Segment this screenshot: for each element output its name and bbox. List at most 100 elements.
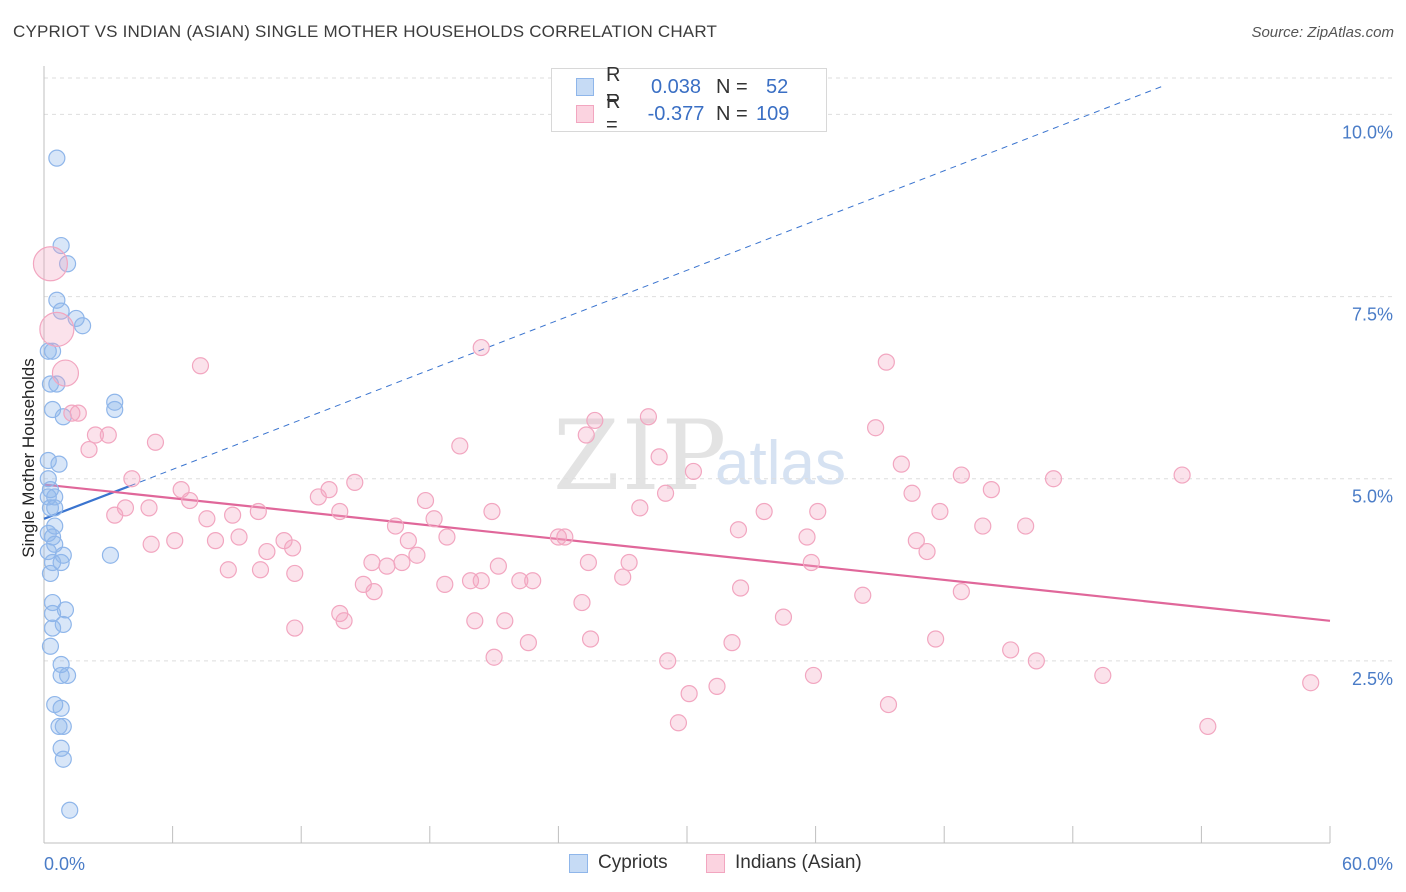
- point-indians: [573, 593, 591, 612]
- point-indians: [365, 583, 383, 601]
- point-indians: [286, 564, 304, 583]
- point-indians: [363, 553, 381, 572]
- point-indians: [32, 246, 69, 282]
- point-indians: [1002, 641, 1020, 659]
- x-tick-label-max: 60.0%: [1342, 854, 1393, 874]
- point-indians: [181, 491, 199, 510]
- point-cypriots: [54, 717, 72, 736]
- point-indians: [451, 437, 469, 455]
- point-indians: [579, 553, 598, 572]
- point-indians: [1199, 717, 1217, 736]
- point-cypriots: [48, 149, 66, 167]
- point-indians: [614, 568, 632, 586]
- point-indians: [659, 652, 677, 670]
- point-indians: [631, 499, 649, 517]
- point-indians: [436, 575, 454, 593]
- point-cypriots: [43, 342, 62, 360]
- point-indians: [416, 491, 435, 510]
- point-cypriots: [41, 499, 60, 517]
- point-cypriots: [61, 801, 79, 819]
- point-indians: [472, 338, 490, 357]
- point-cypriots: [52, 699, 70, 717]
- point-cypriots: [46, 499, 64, 517]
- point-indians: [519, 634, 537, 652]
- point-cypriots: [50, 455, 68, 473]
- legend-r-label: R =: [606, 91, 621, 136]
- legend-r-label: R =: [606, 64, 621, 109]
- point-indians: [524, 572, 542, 590]
- point-indians: [230, 528, 248, 546]
- point-indians: [284, 539, 302, 557]
- point-cypriots: [58, 666, 77, 685]
- legend-n-value: 109: [756, 102, 790, 125]
- point-indians: [656, 484, 675, 502]
- point-indians: [166, 532, 184, 550]
- point-indians: [386, 517, 405, 535]
- point-indians: [879, 695, 898, 714]
- y-tick-label: 5.0%: [1352, 487, 1393, 507]
- point-indians: [483, 502, 501, 521]
- data-points: [32, 149, 1320, 819]
- point-cypriots: [39, 488, 57, 506]
- point-cypriots: [52, 666, 70, 685]
- point-indians: [80, 440, 98, 459]
- chart-title: CYPRIOT VS INDIAN (ASIAN) SINGLE MOTHER …: [13, 22, 718, 41]
- watermark-zip: ZIP: [553, 400, 729, 512]
- point-indians: [802, 553, 820, 572]
- point-indians: [331, 502, 349, 521]
- point-indians: [63, 404, 81, 422]
- point-indians: [708, 677, 726, 695]
- point-indians: [140, 499, 158, 517]
- point-indians: [804, 666, 823, 685]
- point-indians: [577, 426, 595, 444]
- legend-swatch-cypriots: [576, 78, 594, 96]
- point-cypriots: [39, 342, 57, 360]
- point-indians: [1302, 674, 1320, 692]
- point-indians: [224, 506, 242, 524]
- point-cypriots: [106, 400, 124, 419]
- point-cypriots: [41, 637, 60, 655]
- point-indians: [399, 532, 417, 550]
- legend-n-label: N =: [716, 102, 748, 125]
- point-indians: [1044, 470, 1063, 488]
- bottom-legend-cypriots: Cypriots: [569, 852, 668, 874]
- legend-row-indians: R = -0.377 N = 109: [576, 91, 790, 136]
- point-indians: [86, 426, 105, 444]
- point-indians: [755, 502, 773, 521]
- point-indians: [378, 557, 396, 575]
- legend-r-value: -0.377: [647, 102, 705, 125]
- watermark-atlas: atlas: [715, 429, 846, 498]
- point-indians: [99, 426, 117, 444]
- legend-swatch-indians: [576, 105, 594, 123]
- point-indians: [335, 612, 353, 630]
- trend-line-indians: [43, 483, 1331, 622]
- point-indians: [69, 404, 87, 422]
- point-indians: [982, 481, 1000, 499]
- point-cypriots: [43, 604, 62, 623]
- x-tick-label-min: 0.0%: [44, 854, 85, 874]
- point-indians: [723, 634, 741, 652]
- point-indians: [1017, 517, 1035, 535]
- point-indians: [425, 510, 443, 528]
- point-indians: [438, 528, 456, 546]
- bottom-legend-swatch-indians: [706, 853, 725, 873]
- point-indians: [142, 535, 160, 553]
- point-indians: [219, 561, 237, 579]
- point-indians: [275, 532, 293, 550]
- point-indians: [729, 521, 748, 539]
- point-indians: [974, 517, 992, 535]
- y-tick-label: 7.5%: [1352, 305, 1393, 325]
- point-indians: [198, 510, 216, 528]
- trend-lines: [43, 84, 1331, 622]
- point-indians: [854, 586, 872, 604]
- point-indians: [286, 619, 304, 637]
- point-indians: [586, 411, 604, 430]
- point-indians: [496, 612, 514, 630]
- point-cypriots: [48, 291, 66, 309]
- point-indians: [258, 542, 276, 561]
- point-cypriots: [43, 619, 62, 637]
- point-indians: [309, 488, 327, 506]
- point-cypriots: [52, 553, 70, 572]
- point-indians: [877, 353, 895, 371]
